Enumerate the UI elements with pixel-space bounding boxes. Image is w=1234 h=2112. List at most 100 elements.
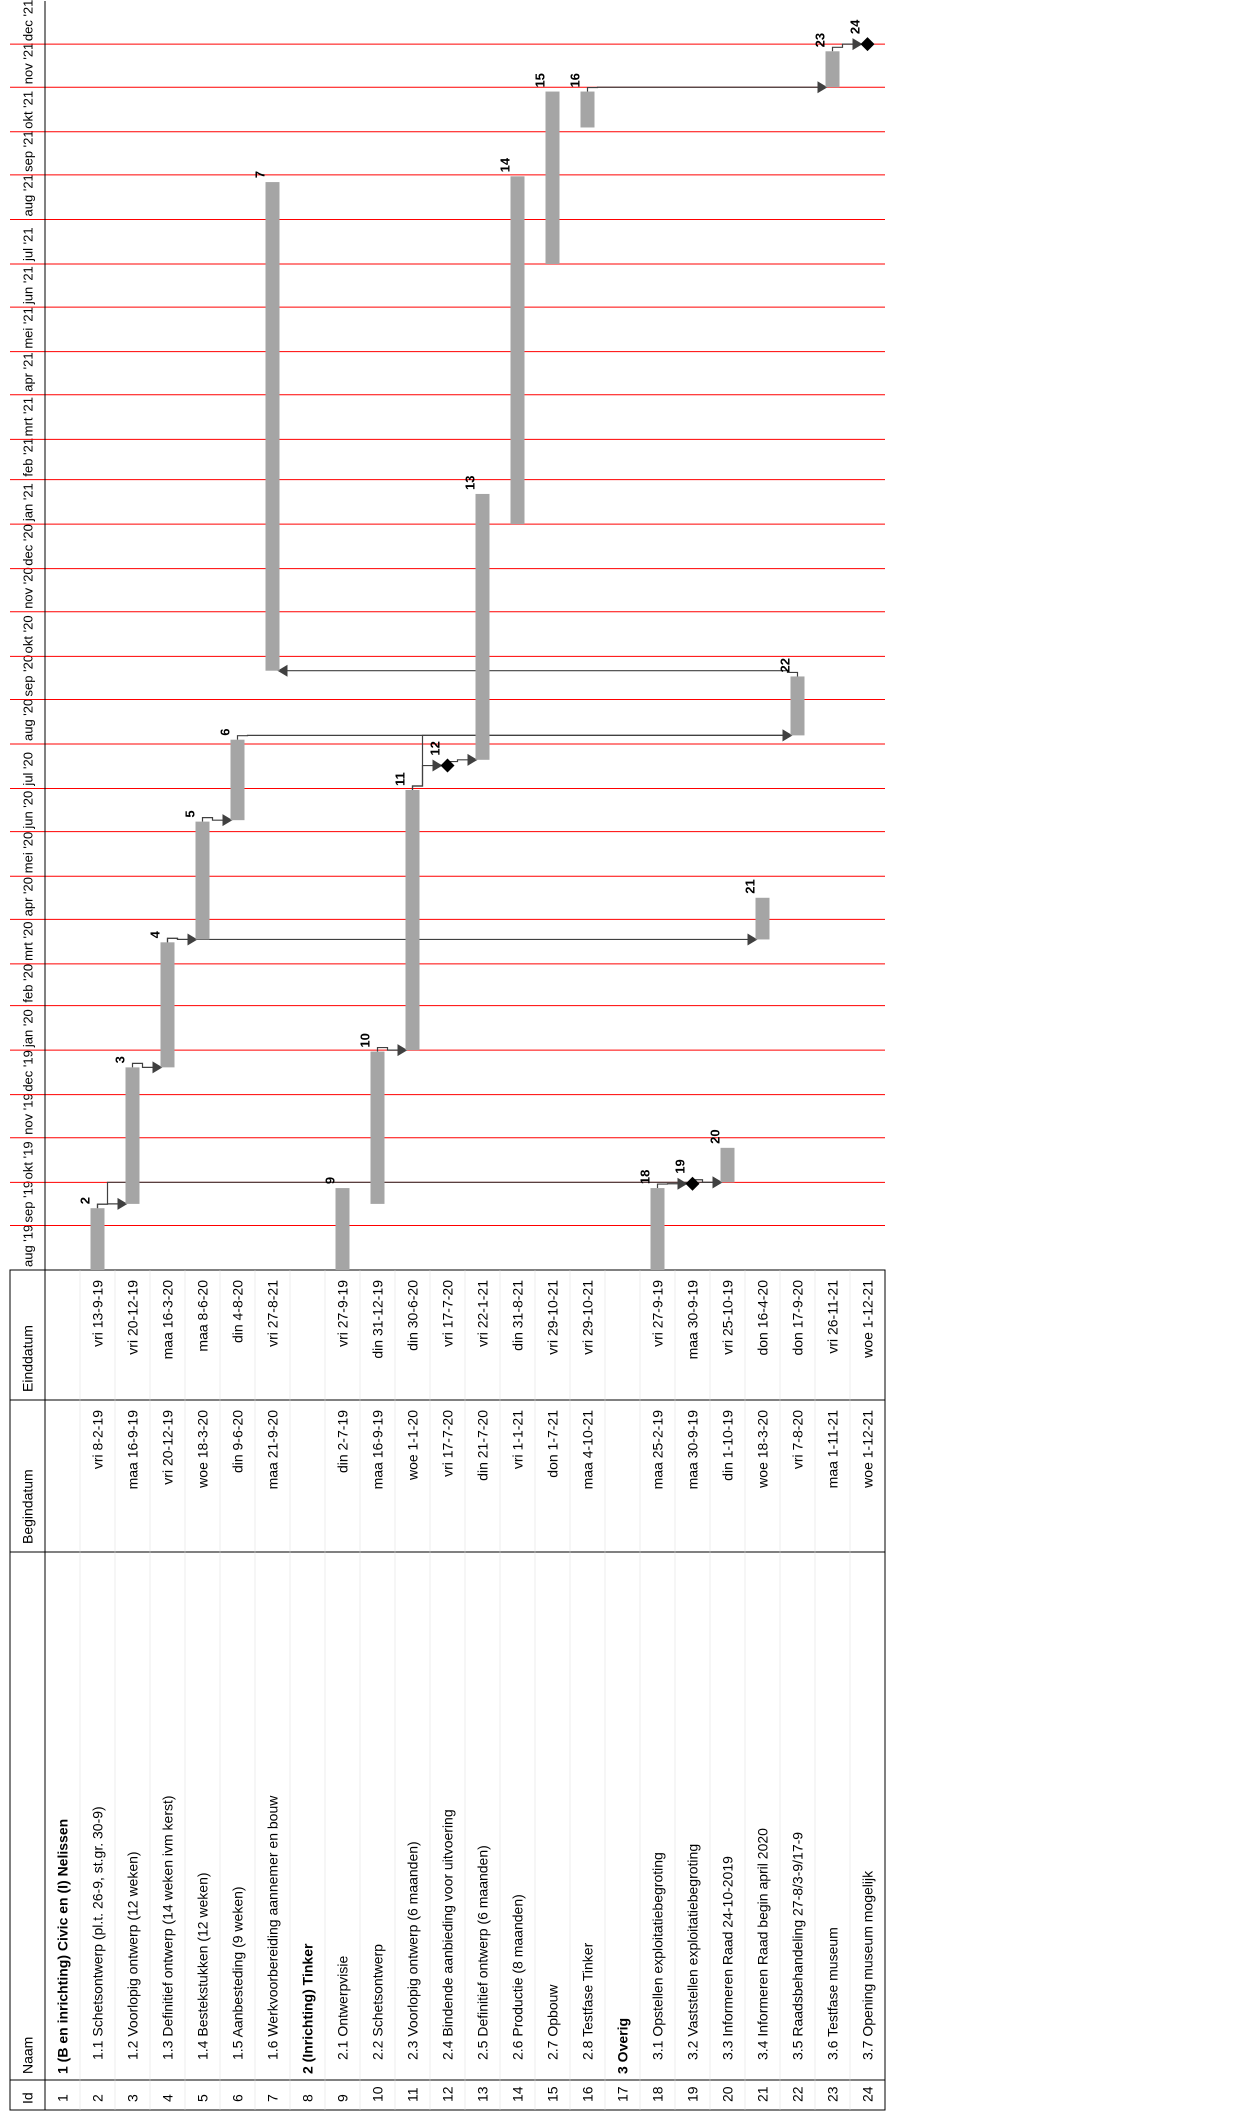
month-label: mrt '21 — [21, 397, 36, 436]
row-start-date: woe 18-3-20 — [755, 1410, 771, 1489]
dependency-arrowhead — [817, 81, 828, 94]
dependency-arrowhead — [432, 759, 443, 772]
row-id: 12 — [440, 2086, 456, 2102]
row-start-date: woe 18-3-20 — [195, 1410, 211, 1489]
row-end-date: maa 30-9-19 — [685, 1280, 701, 1360]
row-id: 1 — [55, 2094, 71, 2102]
dependency-arrowhead — [117, 1197, 128, 1210]
row-id: 9 — [335, 2094, 351, 2102]
month-label: jan '21 — [21, 483, 36, 522]
row-end-date: vri 13-9-19 — [90, 1280, 106, 1347]
row-name: 3.2 Vaststellen exploitatiebegroting — [685, 1844, 701, 2060]
task-label: 19 — [673, 1159, 688, 1173]
dependency-arrowhead — [152, 1061, 163, 1074]
row-id: 11 — [405, 2087, 421, 2102]
milestone-diamond — [440, 758, 455, 773]
row-id: 19 — [685, 2086, 701, 2102]
row-start-date: vri 8-2-19 — [90, 1410, 106, 1469]
row-name: 2.2 Schetsontwerp — [370, 1944, 386, 2060]
row-name: 2.6 Productie (8 maanden) — [510, 1894, 526, 2060]
month-label: sep '20 — [21, 655, 36, 697]
task-label: 5 — [183, 810, 198, 817]
task-bar — [335, 1188, 350, 1270]
row-start-date: maa 1-11-21 — [825, 1410, 841, 1489]
dependency-link — [656, 1183, 680, 1189]
task-bar — [650, 1188, 665, 1270]
milestone-diamond — [860, 37, 875, 52]
task-bar — [475, 493, 490, 760]
row-id: 17 — [615, 2086, 631, 2102]
task-table: Id Naam Begindatum Einddatum 1 1 (B en inrich… — [9, 1269, 886, 2111]
dependency-arrowhead — [712, 1176, 723, 1189]
row-end-date: maa 8-6-20 — [195, 1280, 211, 1352]
row-id: 2 — [90, 2094, 106, 2102]
row-id: 24 — [860, 2086, 876, 2102]
row-id: 3 — [125, 2094, 141, 2102]
dependency-link — [201, 817, 225, 822]
row-id: 5 — [195, 2094, 211, 2102]
row-name: 3.3 Informeren Raad 24-10-2019 — [720, 1856, 736, 2060]
month-label: nov '20 — [21, 567, 36, 609]
month-label: apr '20 — [21, 877, 36, 916]
dependency-arrowhead — [397, 1044, 408, 1057]
task-label: 10 — [358, 1033, 373, 1047]
row-name: 3.7 Opening museum mogelijk — [860, 1870, 876, 2060]
row-id: 22 — [790, 2086, 806, 2102]
row-name: 2.3 Voorlopig ontwerp (6 maanden) — [405, 1841, 421, 2060]
task-label: 7 — [253, 171, 268, 178]
dependency-link — [131, 1062, 155, 1068]
row-end-date: din 30-6-20 — [405, 1280, 421, 1351]
task-bar — [825, 51, 840, 88]
month-label: mei '21 — [21, 307, 36, 349]
row-start-date: maa 4-10-21 — [580, 1410, 596, 1490]
task-label: 15 — [533, 73, 548, 87]
task-label: 13 — [463, 475, 478, 489]
row-id: 16 — [580, 2086, 596, 2102]
dependency-link — [166, 937, 750, 943]
task-label: 24 — [848, 19, 863, 34]
dependency-link — [285, 670, 799, 677]
row-id: 7 — [265, 2094, 281, 2102]
month-label: nov '19 — [21, 1093, 36, 1135]
month-label: dec '20 — [21, 524, 36, 566]
row-id: 15 — [545, 2086, 561, 2102]
row-summary-name: 1 (B en inrichting) Civic en (I) Nelisse… — [55, 1819, 71, 2074]
month-label: mrt '20 — [21, 922, 36, 961]
task-bar — [405, 789, 420, 1051]
row-name: 2.1 Ontwerpvisie — [335, 1956, 351, 2060]
row-name: 2.7 Opbouw — [545, 1984, 561, 2060]
month-label: mei '20 — [21, 832, 36, 874]
month-label: jun '20 — [21, 791, 36, 830]
row-name: 2.4 Bindende aanbieding voor uitvoering — [440, 1809, 456, 2060]
month-label: jun '21 — [21, 266, 36, 305]
task-bar — [370, 1051, 385, 1204]
task-bar — [720, 1147, 735, 1183]
row-summary-name: 2 (Inrichting) Tinker — [300, 1943, 316, 2074]
row-end-date: don 16-4-20 — [755, 1280, 771, 1356]
row-end-date: woe 1-12-21 — [860, 1280, 876, 1359]
dependency-link — [376, 1046, 400, 1052]
task-label: 21 — [743, 879, 758, 893]
task-bar — [755, 897, 770, 940]
dependency-arrowhead — [852, 38, 863, 51]
task-bar — [545, 91, 560, 264]
row-name: 2.5 Definitief ontwerp (6 maanden) — [475, 1845, 491, 2060]
dependency-link — [411, 734, 785, 790]
row-start-date: maa 21-9-20 — [265, 1410, 281, 1490]
dependency-arrowhead — [677, 1177, 688, 1190]
row-start-date: don 1-7-21 — [545, 1410, 561, 1478]
month-label: nov '21 — [21, 43, 36, 85]
row-start-date: maa 30-9-19 — [685, 1410, 701, 1490]
row-end-date: vri 22-1-21 — [475, 1280, 491, 1347]
row-end-date: din 4-8-20 — [230, 1280, 246, 1343]
header-end: Einddatum — [20, 1325, 36, 1392]
month-label: feb '21 — [21, 438, 36, 477]
task-bar — [580, 91, 595, 128]
task-label: 20 — [708, 1129, 723, 1143]
header-name: Naam — [20, 2037, 36, 2074]
month-label: sep '21 — [21, 130, 36, 172]
row-id: 18 — [650, 2086, 666, 2102]
row-name: 1.4 Bestekstukken (12 weken) — [195, 1872, 211, 2060]
